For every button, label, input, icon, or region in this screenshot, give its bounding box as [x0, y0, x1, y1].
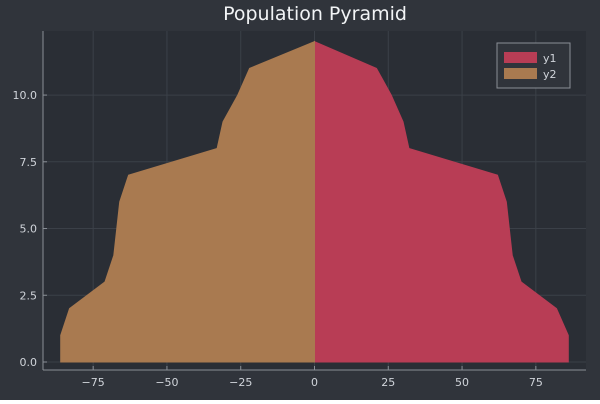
- series-area-y2: [60, 40, 315, 363]
- y-tick-label-3: 7.5: [20, 156, 38, 169]
- y-tick-label-2: 5.0: [20, 223, 38, 236]
- series-areas: [60, 40, 569, 363]
- legend-label-y2: y2: [543, 68, 557, 81]
- axes: [42, 31, 586, 371]
- y-tick-label-4: 10.0: [13, 89, 38, 102]
- x-tick-label-0: −75: [82, 376, 105, 389]
- legend-swatch-y1: [504, 52, 537, 63]
- x-tick-label-6: 75: [529, 376, 543, 389]
- y-tick-label-0: 0.0: [20, 356, 38, 369]
- legend-label-y1: y1: [543, 52, 557, 65]
- chart-title: Population Pyramid: [223, 3, 407, 25]
- series-area-y1: [314, 40, 569, 363]
- legend-box: [496, 42, 571, 89]
- y-tick-label-1: 2.5: [20, 289, 38, 302]
- x-tick-label-2: −25: [229, 376, 252, 389]
- tick-labels: −75 −50 −25 0 25 50 75 0.0 2.5 5.0 7.5 10.0: [13, 89, 543, 389]
- x-tick-label-5: 50: [455, 376, 469, 389]
- x-tick-label-3: 0: [311, 376, 318, 389]
- x-tick-label-1: −50: [155, 376, 178, 389]
- legend-swatch-y2: [504, 68, 537, 79]
- x-tick-label-4: 25: [381, 376, 395, 389]
